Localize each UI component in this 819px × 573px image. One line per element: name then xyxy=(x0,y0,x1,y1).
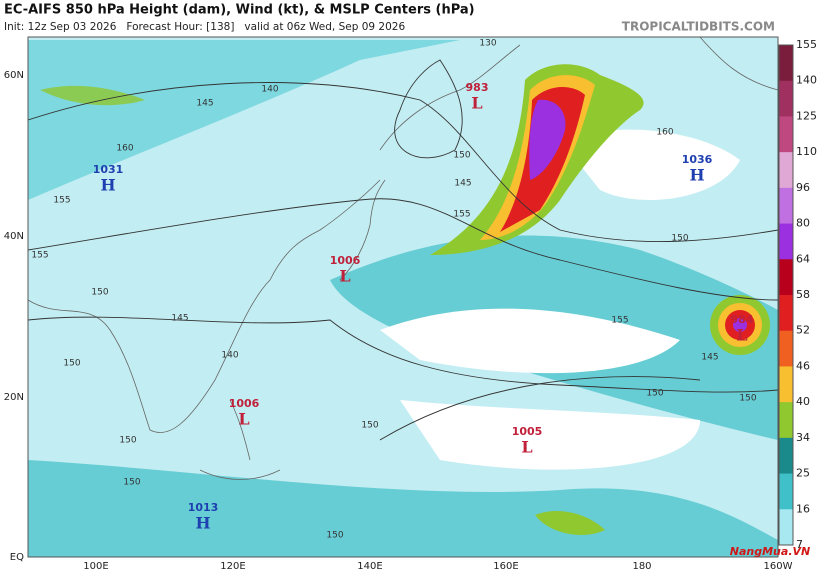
storm xyxy=(733,318,747,332)
colorbar-label: 7 xyxy=(796,538,803,551)
center-type: L xyxy=(471,94,482,113)
center-pressure: 1013 xyxy=(188,501,219,514)
center-type: H xyxy=(689,166,704,185)
coastlines xyxy=(28,37,778,480)
contour-label: 145 xyxy=(171,314,188,324)
center-pressure: 984 xyxy=(731,313,754,326)
lat-label: 20N xyxy=(4,392,24,403)
contour-label: 160 xyxy=(656,128,673,138)
lon-label: 180 xyxy=(632,561,651,572)
center-type: H xyxy=(195,514,210,533)
colorbar-segment xyxy=(779,437,793,475)
calm-area xyxy=(400,400,700,470)
calm-area xyxy=(560,129,740,200)
colorbar-segment xyxy=(779,330,793,367)
contour-label: 155 xyxy=(611,316,628,326)
center-pressure: 1006 xyxy=(229,397,260,410)
lat-label: 40N xyxy=(4,231,24,242)
contour-label: 155 xyxy=(453,210,470,220)
center-pressure: 1036 xyxy=(682,153,713,166)
lon-label: 100E xyxy=(83,561,108,572)
colorbar-segment xyxy=(779,45,793,82)
colorbar-label: 64 xyxy=(796,252,810,265)
center-type: L xyxy=(339,267,350,286)
contour-label: 150 xyxy=(739,394,756,404)
colorbar-segment xyxy=(779,473,793,510)
colorbar-segment xyxy=(779,259,793,296)
colorbar-label: 110 xyxy=(796,145,817,158)
wind-shade xyxy=(28,40,460,200)
colorbar-segment xyxy=(779,152,793,189)
contour-label: 150 xyxy=(91,288,108,298)
center-type: L xyxy=(736,326,747,345)
contour-label: 150 xyxy=(361,421,378,431)
watermark: NangMua.VN xyxy=(730,545,810,558)
colorbar-segment xyxy=(779,223,793,260)
colorbar-label: 46 xyxy=(796,359,810,372)
lon-label: 120E xyxy=(220,561,245,572)
center-pressure: 1006 xyxy=(330,254,361,267)
colorbar-segment xyxy=(779,509,793,546)
colorbar-label: 125 xyxy=(796,109,817,122)
colorbar-segment xyxy=(779,402,793,439)
contour-label: 150 xyxy=(63,359,80,369)
lat-label: EQ xyxy=(10,552,24,563)
contour-label: 145 xyxy=(701,353,718,363)
map-field xyxy=(28,37,778,557)
wind-shade xyxy=(535,510,605,535)
colorbar-segment xyxy=(779,295,793,332)
calm-area xyxy=(380,308,680,374)
colorbar-label: 140 xyxy=(796,74,817,87)
center-type: H xyxy=(100,176,115,195)
lon-label: 160E xyxy=(493,561,518,572)
colorbar-segment xyxy=(779,80,793,117)
contour-label: 130 xyxy=(479,39,496,49)
map-border xyxy=(27,36,779,558)
colorbar-label: 25 xyxy=(796,467,810,480)
colorbar-label: 16 xyxy=(796,502,810,515)
contour-label: 140 xyxy=(221,351,238,361)
height-contours xyxy=(28,59,778,441)
colorbar-label: 96 xyxy=(796,181,810,194)
center-pressure: 1031 xyxy=(93,163,124,176)
contour-label: 150 xyxy=(453,151,470,161)
title: EC-AIFS 850 hPa Height (dam), Wind (kt),… xyxy=(4,3,475,18)
site: TROPICALTIDBITS.COM xyxy=(622,20,775,34)
colorbar-frame xyxy=(778,44,794,546)
colorbar-segment xyxy=(779,116,793,153)
wind-shade xyxy=(40,85,145,106)
colorbar-label: 80 xyxy=(796,217,810,230)
colorbar-segment xyxy=(779,366,793,403)
colorbar-label: 155 xyxy=(796,38,817,51)
contour-label: 145 xyxy=(196,99,213,109)
subtitle: Init: 12z Sep 03 2026 Forecast Hour: [13… xyxy=(4,21,405,33)
contour-label: 150 xyxy=(671,234,688,244)
contour-label: 150 xyxy=(119,436,136,446)
contour-label: 145 xyxy=(454,179,471,189)
colorbar-segment xyxy=(779,187,793,225)
contour-label: 140 xyxy=(261,85,278,95)
center-type: L xyxy=(238,410,249,429)
lon-label: 160W xyxy=(764,561,793,572)
lat-label: 60N xyxy=(4,70,24,81)
contour-label: 150 xyxy=(123,478,140,488)
contour-label: 155 xyxy=(31,251,48,261)
lon-label: 140E xyxy=(357,561,382,572)
colorbar-label: 58 xyxy=(796,288,810,301)
center-pressure: 1005 xyxy=(512,425,543,438)
colorbar-label: 34 xyxy=(796,431,810,444)
center-pressure: 983 xyxy=(466,81,489,94)
center-type: L xyxy=(521,438,532,457)
contour-label: 150 xyxy=(326,531,343,541)
jet-core xyxy=(529,99,566,180)
colorbar-label: 40 xyxy=(796,395,810,408)
contour-label: 150 xyxy=(646,389,663,399)
colorbar-label: 52 xyxy=(796,324,810,337)
contour-label: 155 xyxy=(53,196,70,206)
contour-label: 160 xyxy=(116,144,133,154)
